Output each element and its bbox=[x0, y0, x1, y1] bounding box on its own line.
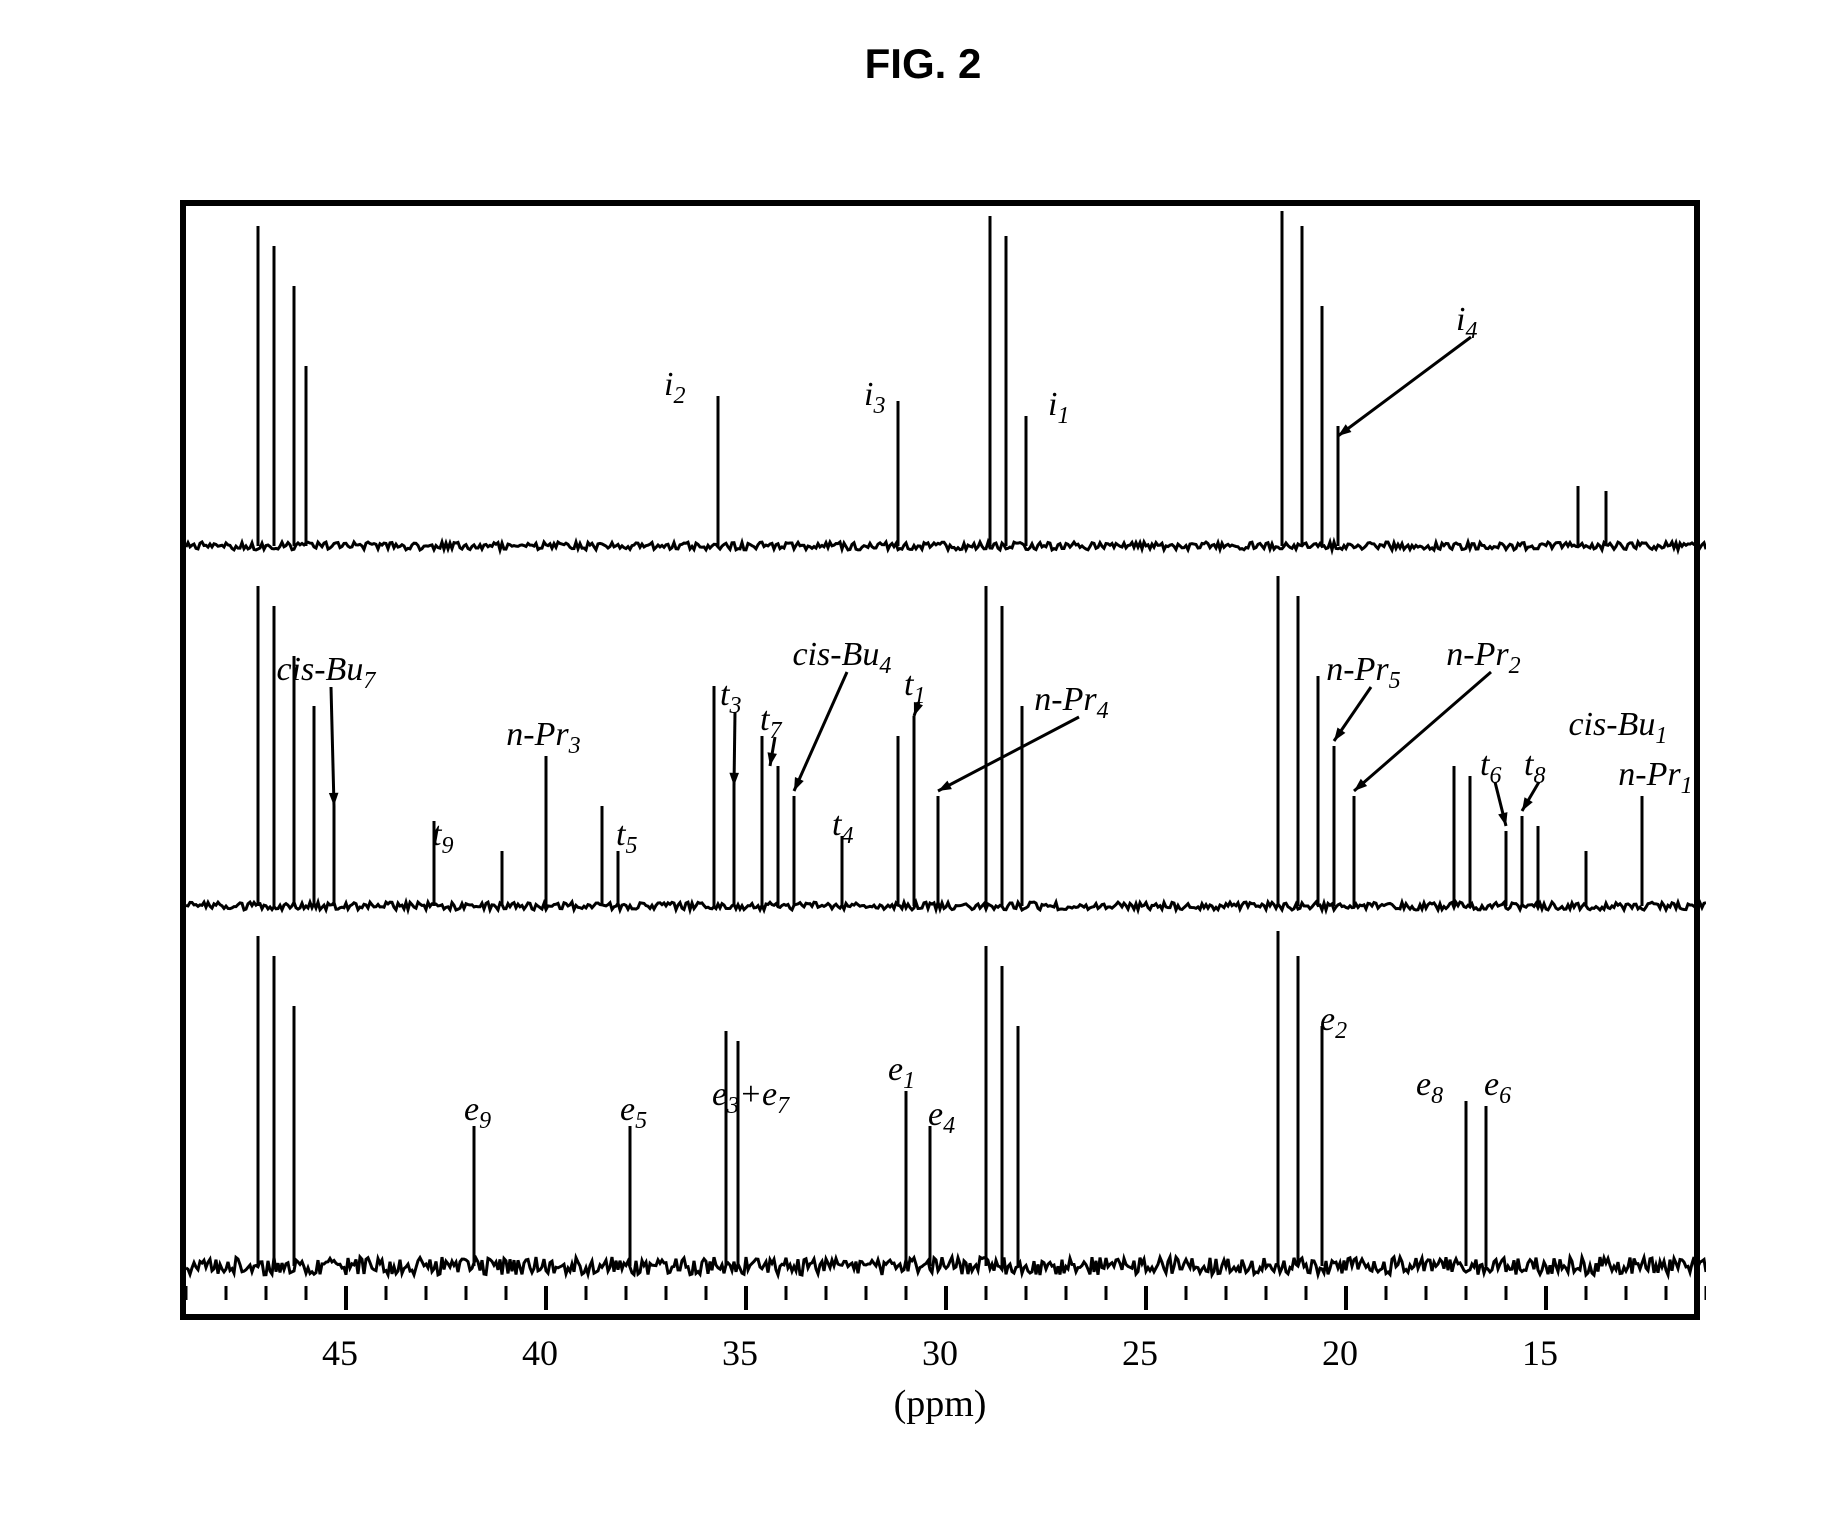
peak-label: e4 bbox=[928, 1096, 955, 1140]
peak-label: n-Pr1 bbox=[1618, 756, 1692, 800]
peak-label: e3+e7 bbox=[712, 1076, 789, 1120]
x-tick-label: 30 bbox=[910, 1332, 970, 1374]
x-tick-label: 40 bbox=[510, 1332, 570, 1374]
spectrum-plot: i2i3i1i4cis-Bu7t9n-Pr3t5t3t7cis-Bu4t4t1n… bbox=[180, 200, 1700, 1320]
x-tick-label: 35 bbox=[710, 1332, 770, 1374]
peak-label: e6 bbox=[1484, 1066, 1511, 1110]
x-tick-label: 25 bbox=[1110, 1332, 1170, 1374]
x-tick-label: 45 bbox=[310, 1332, 370, 1374]
x-tick-label: 15 bbox=[1510, 1332, 1570, 1374]
x-axis-label: (ppm) bbox=[860, 1382, 1020, 1426]
figure-page: FIG. 2 i2i3i1i4cis-Bu7t9n-Pr3t5t3t7cis-B… bbox=[0, 0, 1846, 1540]
figure-title: FIG. 2 bbox=[0, 40, 1846, 88]
peak-label: cis-Bu1 bbox=[1568, 706, 1667, 750]
label-arrow bbox=[186, 566, 1706, 926]
peak-label: e1 bbox=[888, 1051, 915, 1095]
peak-label: e2 bbox=[1320, 1001, 1347, 1045]
peak-label: e5 bbox=[620, 1091, 647, 1135]
peak-label: e9 bbox=[464, 1091, 491, 1135]
x-axis bbox=[186, 1286, 1706, 1336]
x-tick-label: 20 bbox=[1310, 1332, 1370, 1374]
peak-label: e8 bbox=[1416, 1066, 1443, 1110]
label-arrow bbox=[186, 206, 1706, 566]
